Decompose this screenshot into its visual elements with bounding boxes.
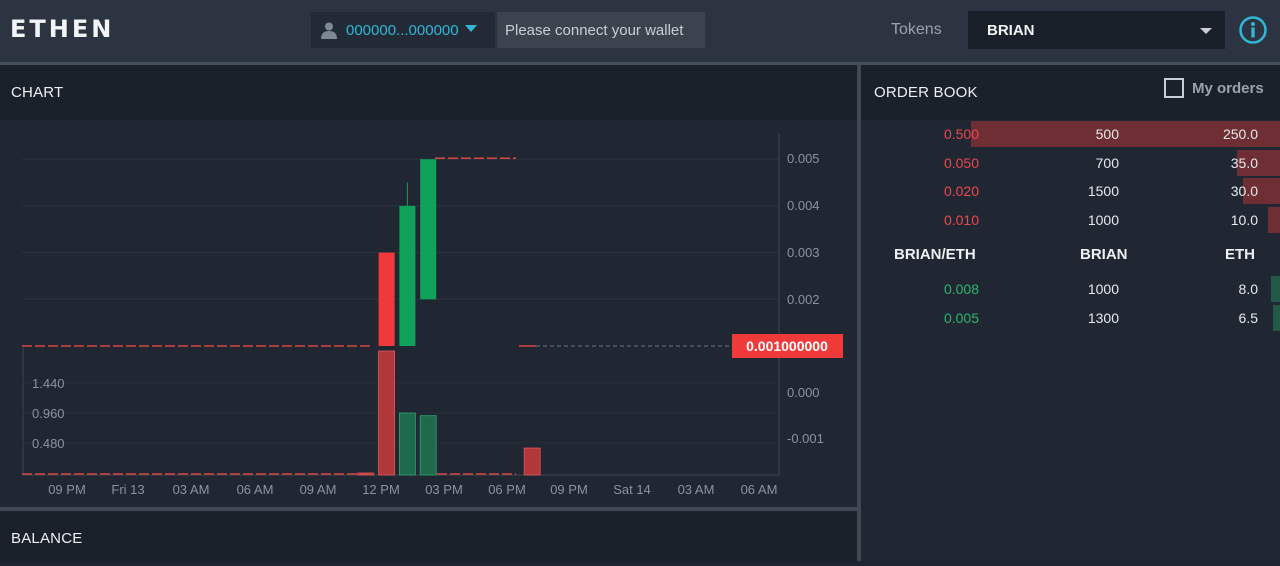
chart-panel-header: CHART (0, 65, 857, 120)
buy-order-row[interactable]: 0.005 1300 6.5 (861, 304, 1280, 331)
volume-bars (22, 350, 541, 476)
volume-axis-label: 1.440 (32, 376, 65, 391)
order-book-title: ORDER BOOK (874, 84, 978, 101)
order-book-header: ORDER BOOK My orders (861, 65, 1280, 120)
price-axis-label: 0.005 (787, 151, 820, 166)
time-axis-label: 06 AM (237, 482, 274, 497)
app-logo[interactable]: ETHEN (10, 15, 115, 43)
order-book-panel: ORDER BOOK My orders 0.500 500 250.0 0.050 7… (861, 65, 1280, 561)
order-amount: 700 (1095, 154, 1119, 171)
time-axis-label: 03 AM (173, 482, 210, 497)
order-total: 35.0 (1230, 154, 1258, 171)
tokens-label: Tokens (891, 21, 942, 38)
depth-bar (1267, 206, 1280, 233)
chart-panel-title: CHART (11, 84, 64, 101)
current-price-value: 0.001000000 (746, 338, 828, 354)
time-axis-label: 09 PM (48, 482, 86, 497)
user-icon (321, 22, 337, 39)
volume-bar (523, 447, 541, 476)
time-axis-label: 03 PM (425, 482, 463, 497)
depth-bar (1270, 276, 1280, 302)
candle (378, 252, 395, 346)
order-total: 8.0 (1238, 281, 1258, 297)
order-total: 6.5 (1238, 309, 1258, 326)
time-axis-label: Fri 13 (111, 482, 144, 497)
order-book-column-headers: BRIAN/ETH BRIAN ETH (861, 246, 1280, 266)
order-price: 0.008 (943, 281, 979, 297)
time-axis-label: 09 AM (300, 482, 337, 497)
sell-order-row[interactable]: 0.050 700 35.0 (861, 149, 1280, 176)
top-bar-border (0, 62, 1280, 65)
my-orders-toggle[interactable]: My orders (1164, 78, 1264, 98)
price-axis-label: 0.002 (787, 292, 820, 307)
connect-wallet-notice[interactable]: Please connect your wallet (497, 12, 705, 48)
price-axis: 0.005 0.004 0.003 0.002 0.000 -0.001 (787, 151, 824, 446)
sell-order-row[interactable]: 0.010 1000 10.0 (861, 206, 1280, 233)
price-axis-label: 0.004 (787, 198, 820, 213)
depth-bar (1273, 304, 1280, 331)
selected-token: BRIAN (987, 21, 1035, 39)
order-price: 0.500 (943, 126, 979, 142)
candle (420, 159, 437, 300)
price-axis-label: 0.003 (787, 245, 820, 260)
depth-bar (1242, 178, 1280, 204)
volume-axis-label: 0.480 (32, 436, 65, 451)
price-chart[interactable]: 0.005 0.004 0.003 0.002 0.000 -0.001 1.440 0.9… (0, 120, 857, 505)
order-price: 0.010 (943, 211, 979, 228)
my-orders-label: My orders (1192, 79, 1264, 97)
volume-bar (419, 415, 437, 476)
order-price: 0.005 (943, 309, 979, 326)
column-header-quote: ETH (1225, 246, 1255, 263)
column-header-pair: BRIAN/ETH (894, 246, 976, 263)
candles (22, 157, 730, 347)
time-axis: 09 PM Fri 13 03 AM 06 AM 09 AM 12 PM 03 PM 06 P… (48, 482, 777, 497)
order-total: 10.0 (1230, 211, 1258, 228)
order-amount: 1300 (1087, 309, 1119, 326)
time-axis-label: 12 PM (362, 482, 400, 497)
order-amount: 500 (1095, 126, 1119, 142)
order-price: 0.020 (943, 183, 979, 199)
current-price-badge (732, 334, 843, 358)
balance-panel-title: BALANCE (11, 530, 83, 547)
time-axis-label: 09 PM (550, 482, 588, 497)
time-axis-label: 03 AM (678, 482, 715, 497)
candle (399, 205, 416, 346)
depth-bar (1236, 149, 1280, 176)
order-amount: 1000 (1087, 211, 1119, 228)
current-price-tag: 0.001000000 (732, 334, 843, 358)
order-total: 250.0 (1222, 126, 1258, 142)
price-axis-label: -0.001 (787, 431, 824, 446)
info-icon[interactable] (1238, 15, 1268, 45)
order-amount: 1500 (1087, 183, 1119, 199)
volume-bar (398, 412, 416, 476)
time-axis-label: 06 AM (741, 482, 778, 497)
volume-axis: 1.440 0.960 0.480 (32, 376, 65, 451)
balance-panel: BALANCE (0, 511, 857, 561)
time-axis-label: 06 PM (488, 482, 526, 497)
wallet-selector[interactable]: 000000...000000 (311, 12, 495, 48)
sell-order-row[interactable]: 0.500 500 250.0 (861, 121, 1280, 147)
chevron-down-icon (1200, 28, 1212, 34)
wallet-address: 000000...000000 (346, 21, 459, 39)
my-orders-checkbox[interactable] (1164, 78, 1184, 98)
time-axis-label: Sat 14 (613, 482, 651, 497)
chevron-down-icon (464, 24, 477, 32)
order-total: 30.0 (1230, 183, 1258, 199)
depth-bar (971, 121, 1280, 147)
token-select[interactable]: BRIAN (968, 11, 1225, 49)
panel-divider-vertical[interactable] (857, 65, 861, 561)
column-header-base: BRIAN (1080, 246, 1128, 263)
price-axis-label: 0.000 (787, 385, 820, 400)
panel-divider (0, 507, 857, 511)
sell-order-row[interactable]: 0.020 1500 30.0 (861, 178, 1280, 204)
volume-bar (378, 350, 396, 476)
volume-axis-label: 0.960 (32, 406, 65, 421)
buy-order-row[interactable]: 0.008 1000 8.0 (861, 276, 1280, 302)
order-amount: 1000 (1087, 281, 1119, 297)
order-price: 0.050 (943, 154, 979, 171)
